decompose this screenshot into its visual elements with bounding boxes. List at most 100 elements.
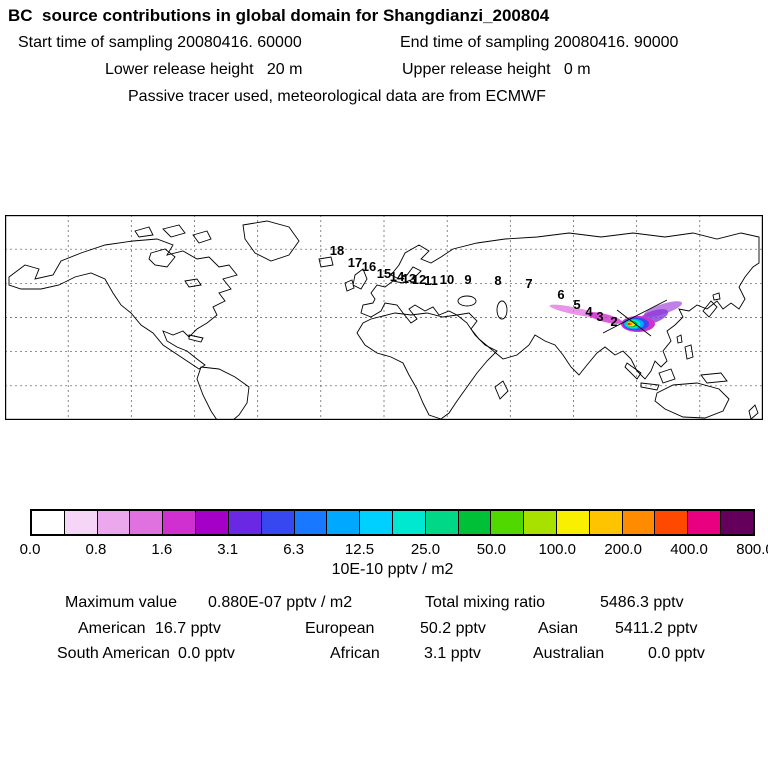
region-american-value: 16.7 pptv — [155, 620, 221, 637]
trajectory-label: 14 — [390, 269, 405, 284]
colorbar-segment — [195, 511, 228, 534]
trajectory-label: 17 — [348, 255, 362, 270]
colorbar-tick: 400.0 — [670, 541, 708, 558]
colorbar-segment — [162, 511, 196, 534]
colorbar-tick: 100.0 — [538, 541, 577, 558]
trajectory-label: 6 — [557, 287, 564, 302]
end-time-text: End time of sampling 20080416. 90000 — [400, 34, 679, 51]
region-australian-value: 0.0 pptv — [648, 645, 705, 662]
colorbar-segment — [129, 511, 163, 534]
colorbar-segment — [293, 511, 327, 534]
coastline-caribbean — [188, 334, 204, 343]
region-european-value: 50.2 pptv — [420, 620, 486, 637]
trajectory-label: 11 — [424, 273, 438, 288]
coastline-south-america — [196, 366, 250, 420]
coastline-africa — [356, 312, 498, 420]
trajectory-label: 12 — [412, 272, 426, 287]
start-time-text: Start time of sampling 20080416. 60000 — [18, 34, 302, 51]
colorbar-tick: 0.8 — [85, 541, 107, 558]
coastline-hudson-bay — [148, 248, 176, 268]
region-american-label: American — [78, 620, 146, 637]
trajectory-label: 5 — [573, 297, 580, 312]
trajectory-label: 2 — [610, 314, 617, 329]
colorbar — [30, 509, 755, 536]
coastline-iceland — [318, 256, 334, 268]
tracer-note-text: Passive tracer used, meteorological data… — [128, 88, 546, 105]
coastline-north-america — [8, 238, 238, 370]
colorbar-segment — [260, 511, 294, 534]
coastline-new-zealand — [748, 404, 759, 420]
maximum-value: 0.880E-07 pptv / m2 — [208, 594, 353, 611]
caspian-sea — [496, 300, 508, 320]
black-sea — [457, 295, 477, 307]
colorbar-segment — [523, 511, 556, 534]
coastline-british-isles — [344, 268, 368, 292]
maximum-label: Maximum value — [65, 594, 178, 611]
trajectory-label: 3 — [596, 309, 603, 324]
colorbar-segment — [588, 511, 622, 534]
plume-blob — [627, 323, 631, 325]
colorbar-tick: 200.0 — [604, 541, 642, 558]
trajectory-label: 10 — [440, 272, 454, 287]
world-coastlines — [8, 220, 760, 420]
colorbar-tick: 800.0 — [736, 541, 768, 558]
region-asian-label: Asian — [538, 620, 579, 637]
coastline-greenland — [242, 220, 300, 262]
colorbar-segment — [457, 511, 491, 534]
colorbar-segment — [621, 511, 655, 534]
coastline-arctic-islands — [134, 224, 212, 244]
region-african-label: African — [330, 645, 380, 662]
region-asian-value: 5411.2 pptv — [615, 620, 698, 637]
coastline-japan — [702, 292, 721, 318]
colorbar-segment — [687, 511, 721, 534]
colorbar-segment — [227, 511, 261, 534]
colorbar-segment — [490, 511, 524, 534]
plume-streak — [587, 312, 623, 324]
colorbar-tick: 50.0 — [476, 541, 506, 558]
region-australian-label: Australian — [533, 645, 605, 662]
colorbar-tick: 12.5 — [344, 541, 375, 558]
colorbar-segment — [556, 511, 589, 534]
colorbar-tick: 3.1 — [217, 541, 239, 558]
total-mixing-ratio-value: 5486.3 pptv — [600, 594, 684, 611]
trajectory-label: 7 — [525, 276, 532, 291]
coastline-eurasia — [360, 232, 760, 380]
colorbar-segment — [654, 511, 688, 534]
region-south-american-value: 0.0 pptv — [178, 645, 235, 662]
map-panel: 18 17 16 15 14 13 12 11 10 9 8 7 6 5 4 3 2 — [5, 215, 763, 420]
trajectory-label: 15 — [377, 266, 391, 281]
colorbar-segment — [326, 511, 360, 534]
trajectory-label: 16 — [362, 259, 376, 274]
colorbar-units-label: 10E-10 pptv / m2 — [331, 561, 454, 578]
colorbar-segment — [63, 511, 97, 534]
colorbar-segment — [424, 511, 458, 534]
colorbar-tick-labels: 0.0 0.8 1.6 3.1 6.3 12.5 25.0 50.0 100.0 200.0 400… — [20, 541, 768, 559]
trajectory-label: 18 — [330, 243, 344, 258]
great-lakes — [184, 278, 202, 288]
figure-title: BC source contributions in global domain… — [8, 6, 550, 25]
region-south-american-label: South American — [57, 645, 170, 662]
trajectory-label: 9 — [464, 272, 471, 287]
region-african-value: 3.1 pptv — [424, 645, 481, 662]
trajectory-label: 4 — [585, 304, 593, 319]
plume-track-line — [616, 309, 652, 337]
upper-release-text: Upper release height 0 m — [402, 61, 591, 78]
coastline-madagascar — [494, 380, 509, 400]
colorbar-segment — [720, 511, 753, 534]
colorbar-tick: 25.0 — [410, 541, 441, 558]
trajectory-label: 13 — [402, 271, 416, 286]
colorbar-tick: 6.3 — [283, 541, 305, 558]
concentration-plume — [549, 299, 683, 337]
map-border — [5, 215, 763, 420]
lower-release-text: Lower release height 20 m — [105, 61, 303, 78]
colorbar-segment — [359, 511, 392, 534]
colorbar-segment — [96, 511, 130, 534]
colorbar-segment — [391, 511, 425, 534]
colorbar-tick: 1.6 — [151, 541, 173, 558]
colorbar-tick: 0.0 — [19, 541, 41, 558]
plume-track-line — [602, 299, 668, 334]
trajectory-label: 8 — [494, 273, 501, 288]
